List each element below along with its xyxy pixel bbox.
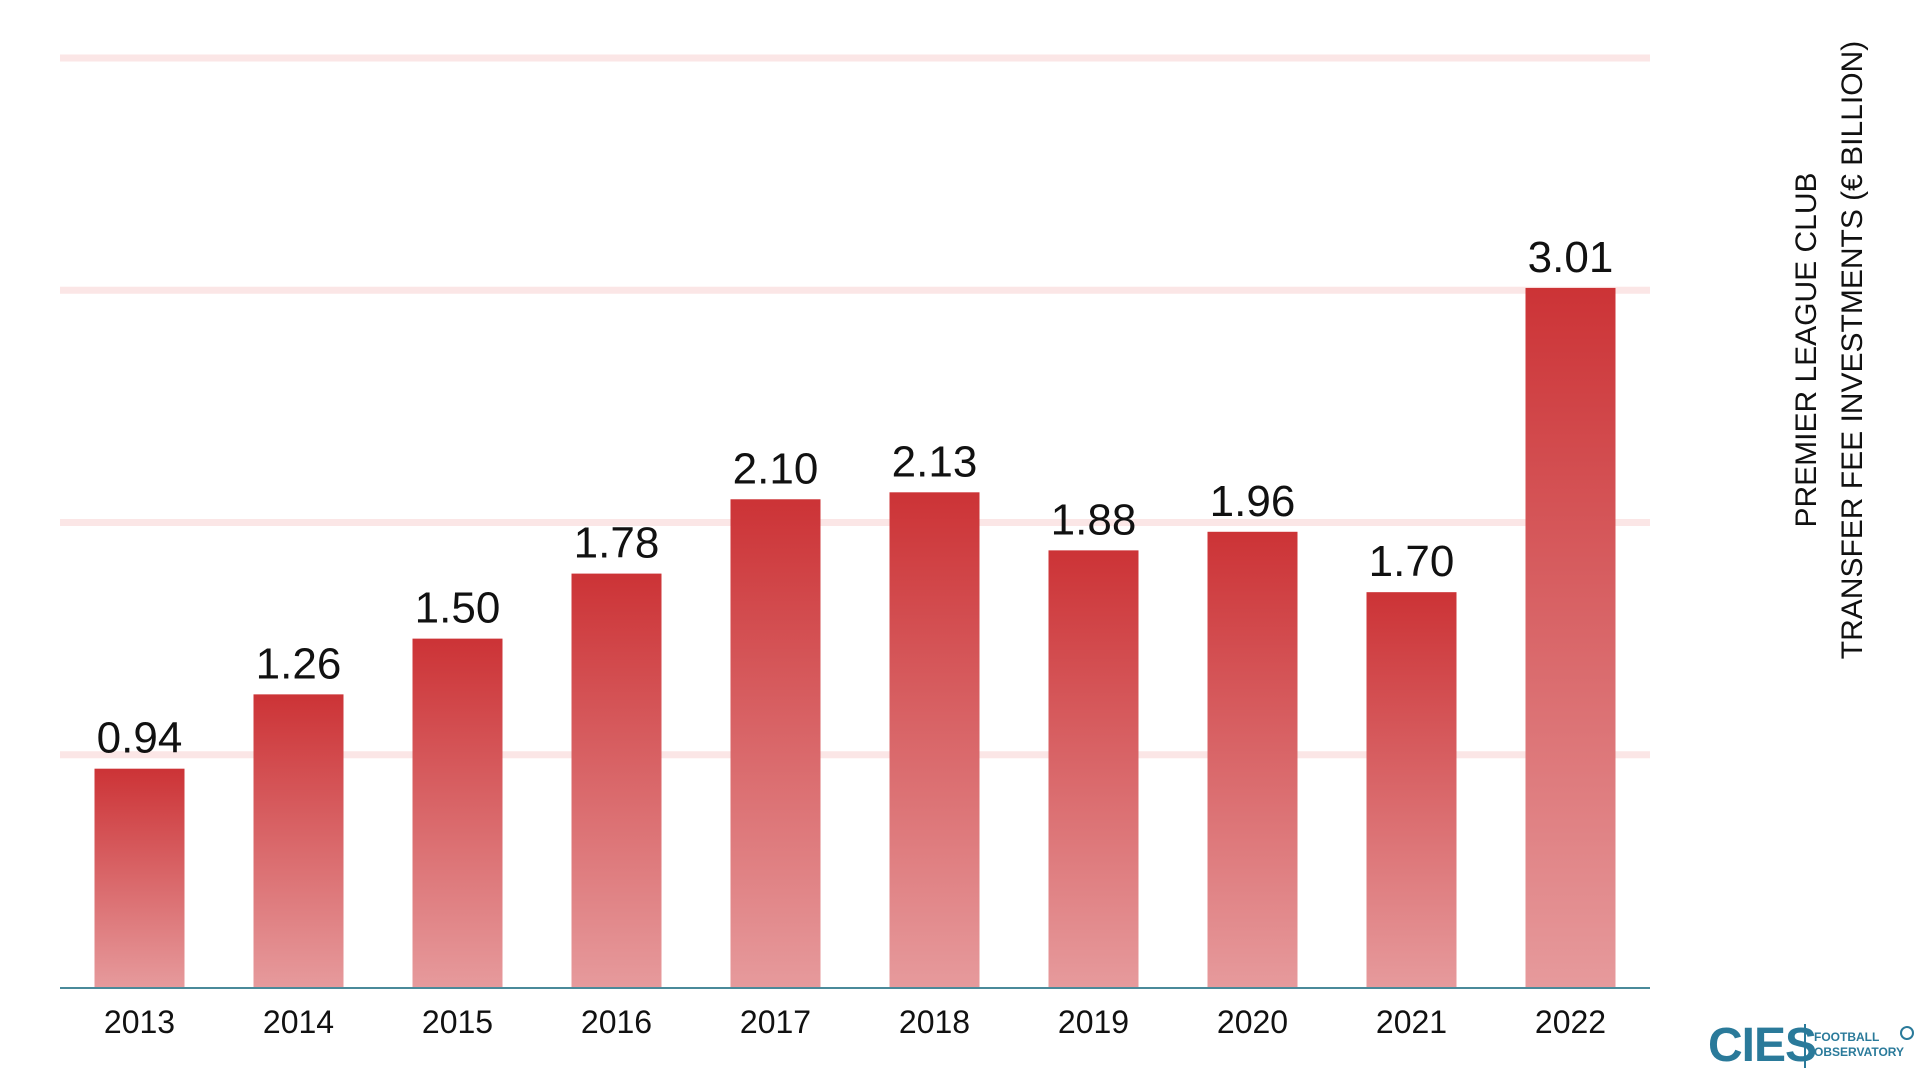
bar-2020 — [1207, 531, 1298, 987]
logo-subtitle: FOOTBALL OBSERVATORY — [1814, 1030, 1904, 1060]
value-label-2020: 1.96 — [1210, 477, 1296, 526]
x-tick-2020: 2020 — [1217, 1004, 1288, 1040]
x-tick-2017: 2017 — [740, 1004, 811, 1040]
logo-brand: CIES — [1708, 1019, 1817, 1072]
value-label-2018: 2.13 — [892, 437, 978, 486]
value-label-2015: 1.50 — [415, 584, 501, 633]
y-axis-label-line1: PREMIER LEAGUE CLUB — [1790, 172, 1823, 528]
bar-2022 — [1525, 287, 1616, 987]
cies-logo: CIES FOOTBALL OBSERVATORY — [1708, 1018, 1918, 1074]
football-icon — [1900, 1026, 1914, 1040]
value-label-2019: 1.88 — [1051, 495, 1137, 544]
bar-2013 — [94, 768, 185, 987]
y-axis-label-line2: TRANSFER FEE INVESTMENTS (€ BILLION) — [1836, 40, 1869, 660]
x-tick-2019: 2019 — [1058, 1004, 1129, 1040]
bar-2018 — [889, 492, 980, 987]
x-tick-2018: 2018 — [899, 1004, 970, 1040]
value-label-2014: 1.26 — [256, 639, 342, 688]
bar-2019 — [1048, 550, 1139, 987]
bar-2016 — [571, 573, 662, 987]
x-tick-2021: 2021 — [1376, 1004, 1447, 1040]
value-label-2021: 1.70 — [1369, 537, 1455, 586]
bar-2014 — [253, 694, 344, 987]
logo-line1: FOOTBALL — [1814, 1030, 1880, 1044]
bar-2021 — [1366, 592, 1457, 987]
x-tick-2015: 2015 — [422, 1004, 493, 1040]
value-labels: 0.94 1.26 1.50 1.78 2.10 2.13 1.88 1.96 1.70 3.01 — [97, 233, 1614, 763]
logo-line2: OBSERVATORY — [1814, 1045, 1905, 1059]
x-tick-2013: 2013 — [104, 1004, 175, 1040]
x-tick-labels: 2013 2014 2015 2016 2017 2018 2019 2020 2021 2022 — [104, 1004, 1606, 1040]
logo-separator — [1804, 1024, 1806, 1068]
x-tick-2022: 2022 — [1535, 1004, 1606, 1040]
x-tick-2016: 2016 — [581, 1004, 652, 1040]
bars — [94, 287, 1616, 987]
x-tick-2014: 2014 — [263, 1004, 334, 1040]
bar-2015 — [412, 638, 503, 987]
value-label-2013: 0.94 — [97, 714, 183, 763]
value-label-2016: 1.78 — [574, 519, 660, 568]
bar-2017 — [730, 499, 821, 987]
value-label-2022: 3.01 — [1528, 233, 1614, 282]
value-label-2017: 2.10 — [733, 444, 819, 493]
y-axis-label: PREMIER LEAGUE CLUB TRANSFER FEE INVESTM… — [1790, 40, 1870, 660]
